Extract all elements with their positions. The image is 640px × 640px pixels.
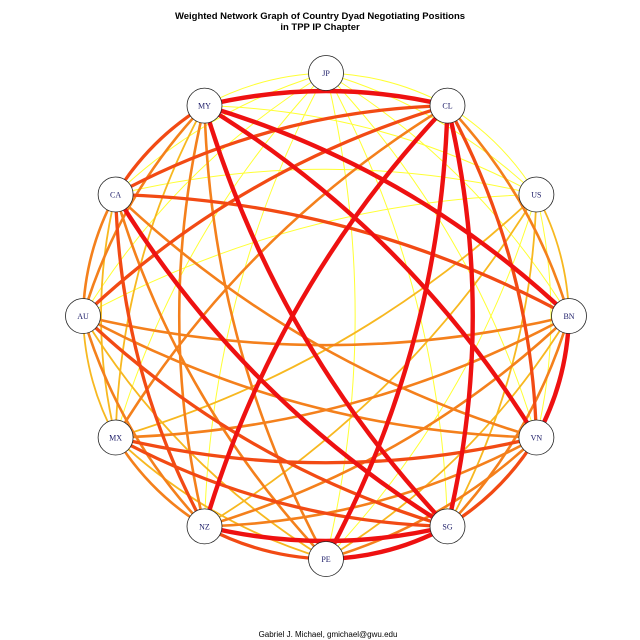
edge-vn-jp — [325, 72, 537, 438]
node-label: JP — [322, 69, 330, 78]
edge-pe-vn — [324, 436, 538, 561]
node-label: MY — [198, 102, 211, 111]
edge-cl-pe — [323, 103, 450, 562]
node-label: CL — [442, 102, 452, 111]
edge-cl-nz — [202, 103, 450, 529]
node-circle — [97, 176, 134, 213]
edge-sg-bn — [446, 314, 571, 528]
node-circle — [308, 55, 344, 91]
edge-ca-us — [115, 168, 537, 195]
node-us: US — [518, 176, 555, 213]
node-sg: SG — [429, 508, 466, 545]
edge-my-sg — [202, 103, 450, 529]
edge-mx-us — [114, 193, 538, 439]
edge-pe-us — [325, 194, 537, 560]
edge-mx-jp — [115, 72, 327, 438]
node-label: SG — [442, 522, 452, 531]
node-label: AU — [77, 312, 89, 321]
edge-au-us — [82, 194, 537, 317]
edge-mx-sg — [113, 435, 450, 529]
node-vn: VN — [518, 419, 555, 456]
nodes-layer: JP CL US BN VN SG PE NZ MX AU CA MY — [65, 55, 587, 577]
node-circle — [186, 87, 223, 124]
edge-nz-bn — [203, 314, 571, 528]
edge-cl-vn — [445, 103, 539, 440]
edge-ca-vn — [114, 193, 538, 439]
node-pe: PE — [308, 541, 344, 577]
edge-my-mx — [114, 104, 206, 439]
edge-cl-au — [81, 103, 450, 318]
node-jp: JP — [308, 55, 344, 91]
edge-ca-nz — [113, 192, 207, 529]
edge-my-bn — [202, 103, 572, 319]
node-nz: NZ — [186, 508, 223, 545]
node-circle — [518, 419, 555, 456]
node-label: BN — [563, 312, 574, 321]
edge-ca-mx — [100, 193, 117, 439]
node-circle — [429, 508, 466, 545]
edge-mx-vn — [113, 435, 539, 465]
edge-mx-pe — [114, 436, 327, 560]
edge-my-vn — [202, 103, 539, 440]
node-circle — [186, 508, 223, 545]
edge-sg-jp — [325, 72, 448, 527]
node-circle — [308, 541, 344, 577]
edge-au-sg — [81, 314, 450, 529]
edge-my-cl — [202, 88, 450, 108]
edge-au-vn — [81, 314, 538, 439]
node-label: VN — [531, 434, 543, 443]
edge-au-bn — [81, 314, 571, 347]
node-my: MY — [186, 87, 223, 124]
node-label: NZ — [199, 522, 210, 531]
edge-au-nz — [81, 314, 206, 528]
edge-cl-sg — [445, 103, 475, 529]
author-caption: Gabriel J. Michael, gmichael@gwu.edu — [259, 630, 398, 639]
node-circle — [551, 298, 587, 334]
edge-nz-jp — [204, 72, 327, 527]
edge-vn-us — [535, 194, 552, 438]
edge-us-jp — [325, 72, 537, 195]
graph-title-line2: in TPP IP Chapter — [280, 22, 360, 33]
node-circle — [97, 419, 134, 456]
edge-nz-us — [203, 193, 538, 528]
node-circle — [429, 87, 466, 124]
node-label: PE — [321, 555, 330, 564]
edge-nz-sg — [202, 524, 450, 544]
edge-my-au — [81, 104, 206, 318]
graph-title-line1: Weighted Network Graph of Country Dyad N… — [175, 11, 465, 22]
node-circle — [65, 298, 101, 334]
node-label: MX — [109, 434, 122, 443]
node-circle — [518, 176, 555, 213]
edge-ca-jp — [115, 72, 327, 195]
node-mx: MX — [97, 419, 134, 456]
edge-ca-sg — [113, 192, 450, 529]
node-label: US — [531, 191, 541, 200]
node-bn: BN — [551, 298, 587, 334]
node-au: AU — [65, 298, 101, 334]
node-cl: CL — [429, 87, 466, 124]
node-ca: CA — [97, 176, 134, 213]
edge-my-nz — [178, 104, 206, 528]
edge-pe-jp — [325, 72, 356, 560]
edge-ca-pe — [114, 193, 328, 561]
edge-my-pe — [203, 104, 328, 561]
edge-cl-bn — [446, 104, 571, 318]
node-label: CA — [110, 191, 121, 200]
edges-layer — [81, 72, 572, 562]
